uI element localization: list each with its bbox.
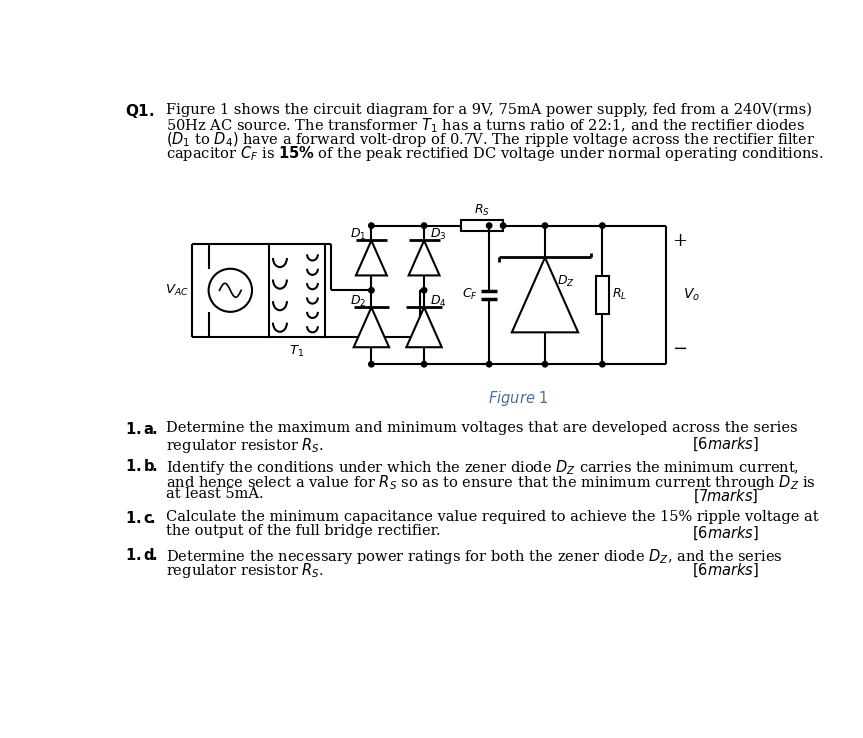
- Text: $\it{Figure\ 1}$: $\it{Figure\ 1}$: [488, 389, 549, 408]
- Bar: [596, 276, 608, 314]
- Text: Calculate the minimum capacitance value required to achieve the 15% ripple volta: Calculate the minimum capacitance value …: [166, 510, 819, 524]
- Text: Determine the maximum and minimum voltages that are developed across the series: Determine the maximum and minimum voltag…: [166, 421, 797, 435]
- Bar: [462, 220, 503, 231]
- Text: Identify the conditions under which the zener diode $D_Z$ carries the minimum cu: Identify the conditions under which the …: [166, 458, 799, 477]
- Text: $D_4$: $D_4$: [430, 294, 446, 308]
- Text: $\mathbf{1.a\!.}$: $\mathbf{1.a\!.}$: [125, 421, 157, 437]
- Text: 50Hz AC source. The transformer $T_1$ has a turns ratio of 22:1, and the rectifi: 50Hz AC source. The transformer $T_1$ ha…: [166, 117, 805, 135]
- Text: $D_Z$: $D_Z$: [557, 274, 575, 289]
- Circle shape: [369, 223, 374, 228]
- Circle shape: [487, 362, 492, 367]
- Text: $D_2$: $D_2$: [350, 294, 366, 308]
- Polygon shape: [408, 241, 439, 275]
- Circle shape: [542, 223, 548, 228]
- Text: $\mathbf{1.d\!.}$: $\mathbf{1.d\!.}$: [125, 547, 158, 562]
- Text: $\mathbf{1.b\!.}$: $\mathbf{1.b\!.}$: [125, 458, 158, 474]
- Polygon shape: [512, 258, 578, 332]
- Text: $T_1$: $T_1$: [289, 344, 305, 359]
- Text: Figure 1 shows the circuit diagram for a 9V, 75mA power supply, fed from a 240V(: Figure 1 shows the circuit diagram for a…: [166, 103, 812, 117]
- Text: the output of the full bridge rectifier.: the output of the full bridge rectifier.: [166, 525, 441, 539]
- Circle shape: [542, 362, 548, 367]
- Circle shape: [421, 288, 427, 293]
- Polygon shape: [406, 307, 442, 347]
- Text: and hence select a value for $R_S$ so as to ensure that the minimum current thro: and hence select a value for $R_S$ so as…: [166, 473, 816, 492]
- Text: $\mathbf{Q1.}$: $\mathbf{Q1.}$: [125, 103, 154, 120]
- Text: $\mathbf{\mathit{[6 marks]}}$: $\mathbf{\mathit{[6 marks]}}$: [692, 525, 759, 542]
- Text: Determine the necessary power ratings for both the zener diode $D_Z$, and the se: Determine the necessary power ratings fo…: [166, 547, 783, 566]
- Circle shape: [369, 288, 374, 293]
- Circle shape: [600, 362, 605, 367]
- Text: $R_S$: $R_S$: [474, 203, 490, 218]
- Bar: [269, 244, 324, 337]
- Circle shape: [421, 223, 427, 228]
- Text: at least 5mA.: at least 5mA.: [166, 487, 263, 501]
- Circle shape: [501, 223, 506, 228]
- Text: $\mathbf{1.c\!.}$: $\mathbf{1.c\!.}$: [125, 510, 156, 525]
- Text: $V_{AC}$: $V_{AC}$: [166, 283, 189, 298]
- Circle shape: [487, 223, 492, 228]
- Text: +: +: [672, 232, 687, 250]
- Text: $\mathbf{\mathit{[6 marks]}}$: $\mathbf{\mathit{[6 marks]}}$: [692, 562, 759, 579]
- Circle shape: [600, 223, 605, 228]
- Text: $D_1$: $D_1$: [350, 227, 366, 242]
- Circle shape: [421, 362, 427, 367]
- Text: $\mathbf{\mathit{[6 marks]}}$: $\mathbf{\mathit{[6 marks]}}$: [692, 436, 759, 453]
- Circle shape: [369, 362, 374, 367]
- Text: $R_L$: $R_L$: [612, 287, 627, 303]
- Text: $C_F$: $C_F$: [463, 287, 478, 303]
- Polygon shape: [354, 307, 389, 347]
- Text: capacitor $C_F$ is $\mathbf{15\%}$ of the peak rectified DC voltage under normal: capacitor $C_F$ is $\mathbf{15\%}$ of th…: [166, 144, 823, 163]
- Text: $D_3$: $D_3$: [430, 227, 446, 242]
- Text: $V_o$: $V_o$: [683, 287, 700, 303]
- Polygon shape: [356, 241, 387, 275]
- Text: regulator resistor $R_S$.: regulator resistor $R_S$.: [166, 436, 324, 455]
- Text: $(D_1$ to $D_4)$ have a forward volt-drop of 0.7V. The ripple voltage across the: $(D_1$ to $D_4)$ have a forward volt-dro…: [166, 130, 816, 149]
- Text: $\mathbf{\mathit{[7 marks]}}$: $\mathbf{\mathit{[7 marks]}}$: [693, 487, 759, 505]
- Text: −: −: [672, 339, 687, 358]
- Text: regulator resistor $R_S$.: regulator resistor $R_S$.: [166, 562, 324, 580]
